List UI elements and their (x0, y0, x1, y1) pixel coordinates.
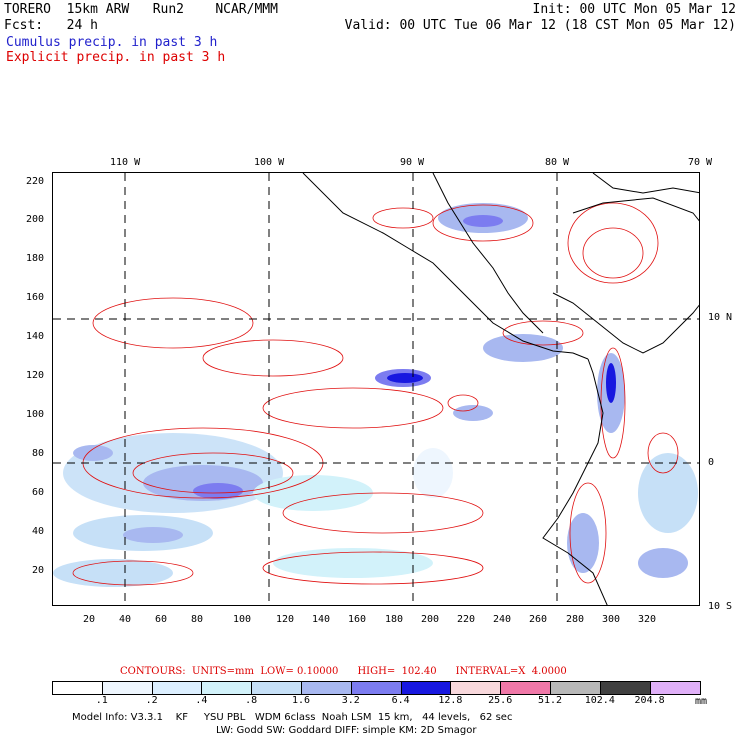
x-tick: 60 (155, 614, 168, 625)
lat-label-10s: 10 S (708, 601, 733, 612)
forecast-hour: Fcst: 24 h (4, 18, 98, 33)
colorbar-label: 12.8 (438, 695, 463, 706)
x-tick: 300 (602, 614, 621, 625)
y-tick: 200 (26, 214, 45, 225)
y-tick: 20 (32, 565, 45, 576)
colorbar-unit: mm (695, 696, 708, 707)
y-tick: 40 (32, 526, 45, 537)
x-tick: 20 (83, 614, 96, 625)
colorbar-swatch (53, 682, 103, 694)
x-tick: 180 (385, 614, 404, 625)
colorbar-label: 25.6 (488, 695, 513, 706)
precip-colorbar (52, 681, 702, 695)
lon-label-80w: 80 W (545, 157, 570, 168)
y-tick: 100 (26, 409, 45, 420)
colorbar-label: 204.8 (634, 695, 665, 706)
x-tick: 40 (119, 614, 132, 625)
y-tick: 140 (26, 331, 45, 342)
y-tick: 80 (32, 448, 45, 459)
explicit-label: Explicit precip. in past 3 h (6, 50, 226, 65)
contour-info: CONTOURS: UNITS=mm LOW= 0.10000 HIGH= 10… (120, 666, 567, 677)
x-tick: 280 (566, 614, 585, 625)
lon-label-70w: 70 W (688, 157, 713, 168)
colorbar-swatch (501, 682, 551, 694)
x-tick: 200 (421, 614, 440, 625)
lon-label-100w: 100 W (254, 157, 285, 168)
cumulus-precip-shading (53, 203, 698, 587)
map-canvas (53, 173, 699, 605)
colorbar-swatch (152, 682, 203, 694)
colorbar-swatch (451, 682, 502, 694)
coastlines (302, 173, 699, 605)
colorbar-label: 1.6 (291, 695, 311, 706)
model-title: TORERO 15km ARW Run2 NCAR/MMM (4, 2, 278, 17)
x-tick: 100 (233, 614, 252, 625)
colorbar-swatch (550, 682, 601, 694)
x-tick: 240 (493, 614, 512, 625)
colorbar-label: .1 (95, 695, 108, 706)
x-tick: 220 (457, 614, 476, 625)
colorbar-swatch (650, 682, 701, 694)
lat-lon-grid (53, 173, 699, 605)
y-tick: 120 (26, 370, 45, 381)
colorbar-label: .4 (195, 695, 208, 706)
y-tick: 160 (26, 292, 45, 303)
precip-map (52, 172, 700, 606)
lat-label-0: 0 (708, 457, 715, 468)
lat-label-10n: 10 N (708, 312, 733, 323)
x-tick: 140 (312, 614, 331, 625)
colorbar-swatch (600, 682, 651, 694)
colorbar-swatch (351, 682, 402, 694)
x-tick: 260 (529, 614, 548, 625)
x-tick: 320 (638, 614, 657, 625)
model-info: Model Info: V3.3.1 KF YSU PBL WDM 6class… (72, 712, 513, 723)
valid-time: Valid: 00 UTC Tue 06 Mar 12 (18 CST Mon … (344, 18, 736, 33)
x-tick: 160 (348, 614, 367, 625)
colorbar-label: 102.4 (584, 695, 615, 706)
x-tick: 120 (276, 614, 295, 625)
cumulus-label: Cumulus precip. in past 3 h (6, 35, 218, 50)
lon-label-90w: 90 W (400, 157, 425, 168)
model-physics: LW: Godd SW: Goddard DIFF: simple KM: 2D… (216, 725, 477, 736)
x-tick: 80 (191, 614, 204, 625)
colorbar-swatch (301, 682, 352, 694)
init-time: Init: 00 UTC Mon 05 Mar 12 (532, 2, 737, 17)
colorbar-swatch (102, 682, 153, 694)
y-tick: 60 (32, 487, 45, 498)
colorbar-swatch (252, 682, 302, 694)
y-tick: 180 (26, 253, 45, 264)
colorbar-label: .2 (145, 695, 158, 706)
colorbar-swatch (202, 682, 253, 694)
colorbar-label: 6.4 (391, 695, 410, 706)
colorbar-label: .8 (245, 695, 258, 706)
y-tick: 220 (26, 176, 45, 187)
colorbar-label: 3.2 (341, 695, 360, 706)
lon-label-110w: 110 W (110, 157, 141, 168)
colorbar-swatch (401, 682, 452, 694)
colorbar-label: 51.2 (537, 695, 563, 706)
